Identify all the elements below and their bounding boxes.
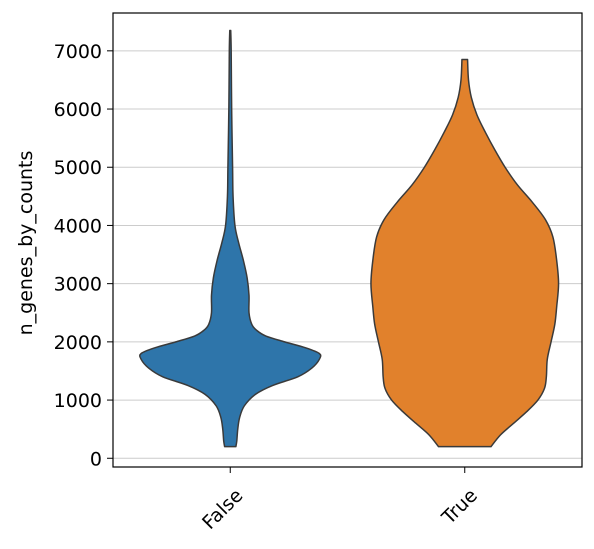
y-ticks: 0 1000 2000 3000 4000 5000 6000 7000 <box>54 41 113 470</box>
y-tick-label: 7000 <box>54 41 102 63</box>
y-tick-label: 4000 <box>54 215 102 237</box>
y-tick-label: 3000 <box>54 274 102 296</box>
x-tick-label: False <box>198 485 247 534</box>
y-axis-label: n_genes_by_counts <box>15 151 37 336</box>
violin-false <box>139 29 322 448</box>
violin-true <box>370 58 560 448</box>
y-tick-label: 6000 <box>54 99 102 121</box>
violins <box>139 29 560 448</box>
plot-frame <box>112 12 583 468</box>
y-tick-label: 1000 <box>54 390 102 412</box>
x-tick-label: True <box>437 485 482 530</box>
y-tick-label: 2000 <box>54 332 102 354</box>
y-tick-label: 5000 <box>54 157 102 179</box>
y-tick-label: 0 <box>90 448 102 470</box>
x-ticks: False True <box>198 467 482 534</box>
